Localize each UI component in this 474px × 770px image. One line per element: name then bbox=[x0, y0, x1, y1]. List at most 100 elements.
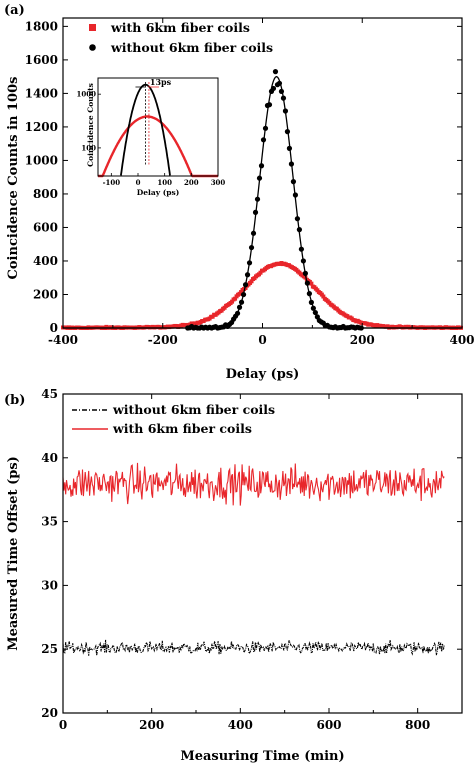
legend-label-with-coils: with 6km fiber coils bbox=[110, 20, 250, 35]
point-without-coils bbox=[270, 85, 277, 92]
inset-background bbox=[88, 72, 224, 200]
x-tick-label: 200 bbox=[139, 718, 164, 732]
point-with-coils bbox=[249, 279, 254, 284]
panel-a: (a) -400 -200 0 200 400020040060080010001200… bbox=[4, 3, 474, 382]
legend-marker-without-coils bbox=[89, 44, 96, 51]
point-without-coils bbox=[304, 280, 310, 286]
panel-a-legend: with 6km fiber coils without 6km fiber c… bbox=[89, 20, 273, 55]
legend-marker-with-coils bbox=[89, 24, 96, 31]
point-without-coils bbox=[262, 125, 269, 131]
inset-axes: -100 0 100 200 300 100 1000 bbox=[77, 90, 226, 187]
y-tick-label: 1200 bbox=[25, 120, 58, 134]
panel-b-x-axis-label: Measuring Time (min) bbox=[180, 749, 344, 764]
point-without-coils bbox=[278, 88, 285, 95]
point-without-coils bbox=[256, 175, 263, 181]
point-with-coils bbox=[239, 290, 244, 295]
x-tick-label: 0 bbox=[59, 718, 67, 732]
point-without-coils bbox=[292, 192, 299, 198]
legend-label-with-coils: with 6km fiber coils bbox=[112, 421, 252, 436]
point-without-coils bbox=[294, 216, 301, 222]
point-without-coils bbox=[244, 272, 251, 278]
point-without-coils bbox=[290, 179, 297, 185]
point-with-coils bbox=[309, 281, 314, 286]
point-with-coils bbox=[243, 285, 248, 290]
x-tick-label: 400 bbox=[228, 718, 253, 732]
series-with-coils bbox=[61, 261, 464, 330]
y-tick-label: 40 bbox=[41, 451, 58, 465]
y-tick-label: 200 bbox=[33, 287, 58, 301]
point-without-coils bbox=[254, 196, 261, 202]
point-without-coils bbox=[250, 230, 257, 236]
inset-frame bbox=[97, 77, 219, 177]
point-without-coils bbox=[240, 291, 247, 298]
y-tick-label: 20 bbox=[41, 706, 58, 720]
point-without-coils bbox=[248, 244, 255, 251]
inset-x-tick-label: -100 bbox=[103, 178, 121, 187]
panel-b: (b) 0 200 400 600 800 20 25 30 35 40 45 Measuring … bbox=[4, 387, 463, 764]
panel-a-axes: -400 -200 0 200 4000200400600800100012001400… bbox=[25, 18, 474, 347]
panel-b-axes: 0 200 400 600 800 20 25 30 35 40 45 bbox=[41, 387, 462, 732]
point-without-coils bbox=[298, 246, 305, 252]
panel-b-data bbox=[62, 462, 445, 656]
point-without-coils bbox=[286, 145, 293, 151]
panel-a-inset: -100 0 100 200 300 100 1000 Delay (ps) Coincid… bbox=[77, 72, 226, 200]
point-without-coils bbox=[282, 108, 289, 114]
inset-x-axis-label: Delay (ps) bbox=[137, 188, 180, 197]
inset-x-tick-label: 100 bbox=[157, 178, 172, 187]
point-without-coils bbox=[308, 299, 314, 305]
point-without-coils bbox=[246, 260, 253, 266]
y-tick-label: 35 bbox=[41, 515, 58, 529]
legend-label-without-coils: without 6km fiber coils bbox=[112, 402, 275, 417]
x-tick-label: -400 bbox=[48, 333, 78, 347]
x-tick-label: 800 bbox=[405, 718, 430, 732]
series-line-with-coils bbox=[62, 462, 445, 506]
point-without-coils bbox=[312, 309, 318, 316]
y-tick-label: 600 bbox=[33, 220, 58, 234]
inset-y-tick-label: 100 bbox=[81, 143, 96, 152]
panel-b-label: (b) bbox=[4, 393, 25, 408]
point-without-coils bbox=[296, 227, 303, 233]
y-tick-label: 30 bbox=[41, 578, 58, 592]
point-without-coils bbox=[260, 137, 267, 143]
point-without-coils bbox=[288, 161, 295, 167]
panel-a-label: (a) bbox=[4, 3, 25, 18]
x-tick-label: 400 bbox=[449, 333, 474, 347]
y-tick-label: 0 bbox=[50, 321, 58, 335]
y-tick-label: 25 bbox=[41, 642, 58, 656]
point-without-coils bbox=[310, 305, 316, 311]
point-with-coils bbox=[321, 294, 326, 299]
point-without-coils bbox=[272, 69, 279, 75]
inset-annotation: 13ps bbox=[150, 77, 172, 87]
y-tick-label: 45 bbox=[41, 387, 58, 401]
x-tick-label: 600 bbox=[316, 718, 341, 732]
panel-b-frame bbox=[62, 393, 463, 714]
point-without-coils bbox=[236, 304, 243, 310]
point-without-coils bbox=[284, 129, 291, 135]
point-without-coils bbox=[280, 95, 287, 101]
inset-x-tick-label: 200 bbox=[184, 178, 199, 187]
point-without-coils bbox=[302, 270, 308, 276]
y-tick-label: 1800 bbox=[25, 19, 58, 33]
series-line-without-coils bbox=[62, 639, 445, 656]
inset-x-tick-label: 300 bbox=[211, 178, 226, 187]
point-without-coils bbox=[242, 282, 249, 288]
inset-x-tick-label: 0 bbox=[136, 178, 141, 187]
point-without-coils bbox=[300, 258, 306, 264]
x-tick-label: -200 bbox=[148, 333, 178, 347]
legend-label-without-coils: without 6km fiber coils bbox=[110, 40, 273, 55]
point-with-coils bbox=[230, 299, 235, 304]
inset-y-tick-label: 1000 bbox=[77, 90, 97, 99]
x-tick-label: 200 bbox=[350, 333, 375, 347]
point-without-coils bbox=[258, 163, 265, 169]
x-tick-label: 0 bbox=[258, 333, 266, 347]
y-tick-label: 400 bbox=[33, 254, 58, 268]
panel-a-x-axis-label: Delay (ps) bbox=[226, 367, 300, 382]
y-tick-label: 1600 bbox=[25, 53, 58, 67]
panel-b-y-axis-label: Measured Time Offset (ps) bbox=[6, 456, 21, 651]
point-without-coils bbox=[252, 209, 259, 215]
panel-b-legend: without 6km fiber coils with 6km fiber c… bbox=[72, 402, 275, 436]
y-tick-label: 800 bbox=[33, 187, 58, 201]
y-tick-label: 1400 bbox=[25, 86, 58, 100]
inset-y-axis-label: Coincidence Counts bbox=[86, 83, 95, 167]
